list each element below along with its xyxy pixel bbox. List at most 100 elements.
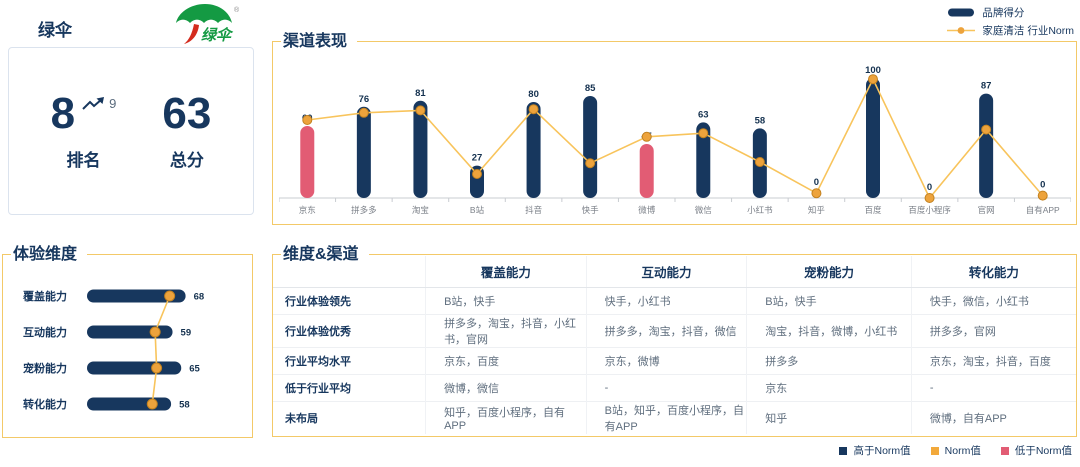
- table-cell: 拼多多，官网: [910, 314, 1076, 347]
- channel-bar[interactable]: [639, 144, 654, 198]
- channel-axis-label: 百度小程序: [908, 205, 951, 215]
- table-cell: 京东，百度: [425, 347, 587, 374]
- norm-dot[interactable]: [754, 157, 765, 167]
- experience-dimensions-panel: 体验维度 覆盖能力 68 互动能力 59 宠粉能力 65 转化能力 58: [2, 245, 253, 438]
- dimension-label: 转化能力: [23, 397, 67, 411]
- channel-value-label: 76: [359, 94, 370, 105]
- norm-dot[interactable]: [924, 193, 935, 203]
- table-cell: 淘宝，抖音，微博，小红书: [746, 314, 912, 347]
- dimension-bar[interactable]: [87, 397, 172, 411]
- table-row-label: 未布局: [285, 412, 318, 425]
- channel-value-label: 80: [528, 89, 539, 100]
- dimension-label: 宠粉能力: [23, 361, 67, 375]
- legend-item-industry-norm[interactable]: 家庭清洁 行业Norm: [947, 23, 1074, 38]
- chart-legend: 品牌得分 家庭清洁 行业Norm: [947, 5, 1074, 38]
- rank-value: 8: [50, 88, 76, 138]
- channel-panel-title: 渠道表现: [281, 32, 358, 52]
- legend-norm-label: 家庭清洁 行业Norm: [982, 25, 1074, 37]
- channel-value-label: 63: [698, 109, 709, 120]
- channel-axis-label: 微博: [638, 205, 656, 215]
- dimension-label: 覆盖能力: [23, 289, 67, 303]
- norm-dot[interactable]: [415, 105, 426, 116]
- dimension-bar[interactable]: [87, 361, 182, 375]
- legend-item-brand-score[interactable]: 品牌得分: [947, 5, 1024, 20]
- table-row-label: 行业平均水平: [285, 355, 351, 368]
- channel-axis-label: 百度: [864, 205, 882, 215]
- norm-dot[interactable]: [358, 107, 369, 118]
- norm-line-icon: [947, 27, 976, 34]
- table-row-label: 低于行业平均: [285, 382, 351, 395]
- dimension-channel-table: 覆盖能力 互动能力 宠粉能力 转化能力 行业体验领先 B站，快手 快手，小红书 B站，快手 快手…: [273, 256, 1076, 434]
- channel-bar[interactable]: [413, 100, 428, 198]
- norm-line: [307, 77, 1044, 200]
- table-cell: -: [585, 374, 747, 401]
- dimension-norm-dot[interactable]: [164, 290, 176, 302]
- norm-dot[interactable]: [641, 131, 652, 142]
- score-value: 63: [162, 88, 212, 138]
- norm-dot[interactable]: [981, 124, 992, 135]
- table-cell: 知乎，百度小程序，自有APP: [425, 401, 587, 434]
- norm-dot[interactable]: [528, 104, 539, 115]
- table-cell: 知乎: [746, 401, 912, 434]
- table-row: 未布局 知乎，百度小程序，自有APP B站，知乎，百度小程序，自有APP 知乎 微博，自…: [273, 401, 1076, 434]
- channel-axis-label: 京东: [299, 205, 316, 215]
- table-header-cell: 宠粉能力: [746, 256, 912, 288]
- trend-up-icon: [82, 96, 105, 110]
- svg-text:®: ®: [234, 6, 240, 14]
- channel-performance-chart: 60京东76拼多多81淘宝27B站80抖音85快手45微博63微信58小红书0知…: [279, 65, 1071, 215]
- dimension-norm-dot[interactable]: [151, 362, 163, 374]
- brand-name: 绿伞: [38, 21, 72, 40]
- channel-axis-label: 快手: [582, 205, 600, 215]
- channel-axis-label: 小红书: [747, 205, 773, 215]
- channel-bar[interactable]: [866, 78, 880, 198]
- table-row-label: 行业体验优秀: [285, 325, 351, 338]
- channel-bar[interactable]: [526, 102, 541, 198]
- table-row: 行业体验领先 B站，快手 快手，小红书 B站，快手 快手，微信，小红书: [273, 287, 1076, 314]
- dimension-norm-dot[interactable]: [149, 326, 161, 338]
- rank-metric: 8 9 排名: [50, 88, 117, 171]
- table-cell: 快手，微信，小红书: [910, 287, 1076, 314]
- dimension-norm-dot[interactable]: [146, 398, 158, 410]
- channel-axis-label: 自有APP: [1026, 205, 1060, 215]
- legend-brand-label: 品牌得分: [982, 7, 1025, 19]
- dimension-bar[interactable]: [87, 289, 186, 303]
- channel-axis-label: 抖音: [525, 205, 543, 215]
- channel-bar[interactable]: [979, 93, 994, 198]
- legend-swatch-icon: [930, 446, 939, 455]
- channel-value-label: 0: [814, 177, 819, 188]
- channel-value-label: 87: [981, 81, 992, 92]
- table-cell: B站，快手: [425, 287, 587, 314]
- matrix-panel-title: 维度&渠道: [281, 245, 369, 265]
- table-row-label: 行业体验领先: [285, 295, 351, 308]
- norm-dot[interactable]: [585, 158, 596, 169]
- channel-bar[interactable]: [583, 96, 598, 198]
- norm-dot[interactable]: [811, 188, 822, 199]
- channel-axis-label: B站: [470, 205, 485, 215]
- channel-value-label: 85: [585, 83, 596, 94]
- channel-bar[interactable]: [300, 126, 315, 198]
- table-cell: 京东: [746, 374, 912, 401]
- score-label: 总分: [169, 150, 204, 170]
- norm-dot[interactable]: [698, 128, 709, 139]
- channel-value-label: 81: [415, 88, 426, 99]
- table-header-cell: 互动能力: [585, 256, 747, 288]
- channel-bar[interactable]: [696, 122, 711, 198]
- channel-axis-label: 微信: [695, 205, 713, 215]
- brand-logo-icon: ® 绿伞: [168, 2, 242, 46]
- norm-legend-item: Norm值: [930, 443, 981, 458]
- table-row: 行业平均水平 京东，百度 京东，微博 拼多多 京东，淘宝，抖音，百度: [273, 347, 1076, 374]
- legend-swatch-icon: [1000, 446, 1009, 455]
- table-cell: B站，快手: [746, 287, 912, 314]
- score-metric: 63 总分: [162, 88, 212, 171]
- norm-dot[interactable]: [868, 74, 878, 85]
- legend-label: 低于Norm值: [1014, 445, 1072, 457]
- norm-dot[interactable]: [302, 115, 313, 125]
- channel-bar[interactable]: [356, 106, 371, 198]
- rank-label: 排名: [66, 150, 101, 170]
- norm-dot[interactable]: [1037, 190, 1048, 201]
- channel-value-label: 0: [1040, 180, 1045, 191]
- dimension-norm-line: [151, 295, 171, 405]
- norm-dot[interactable]: [472, 169, 482, 179]
- table-header-cell: 转化能力: [910, 256, 1076, 288]
